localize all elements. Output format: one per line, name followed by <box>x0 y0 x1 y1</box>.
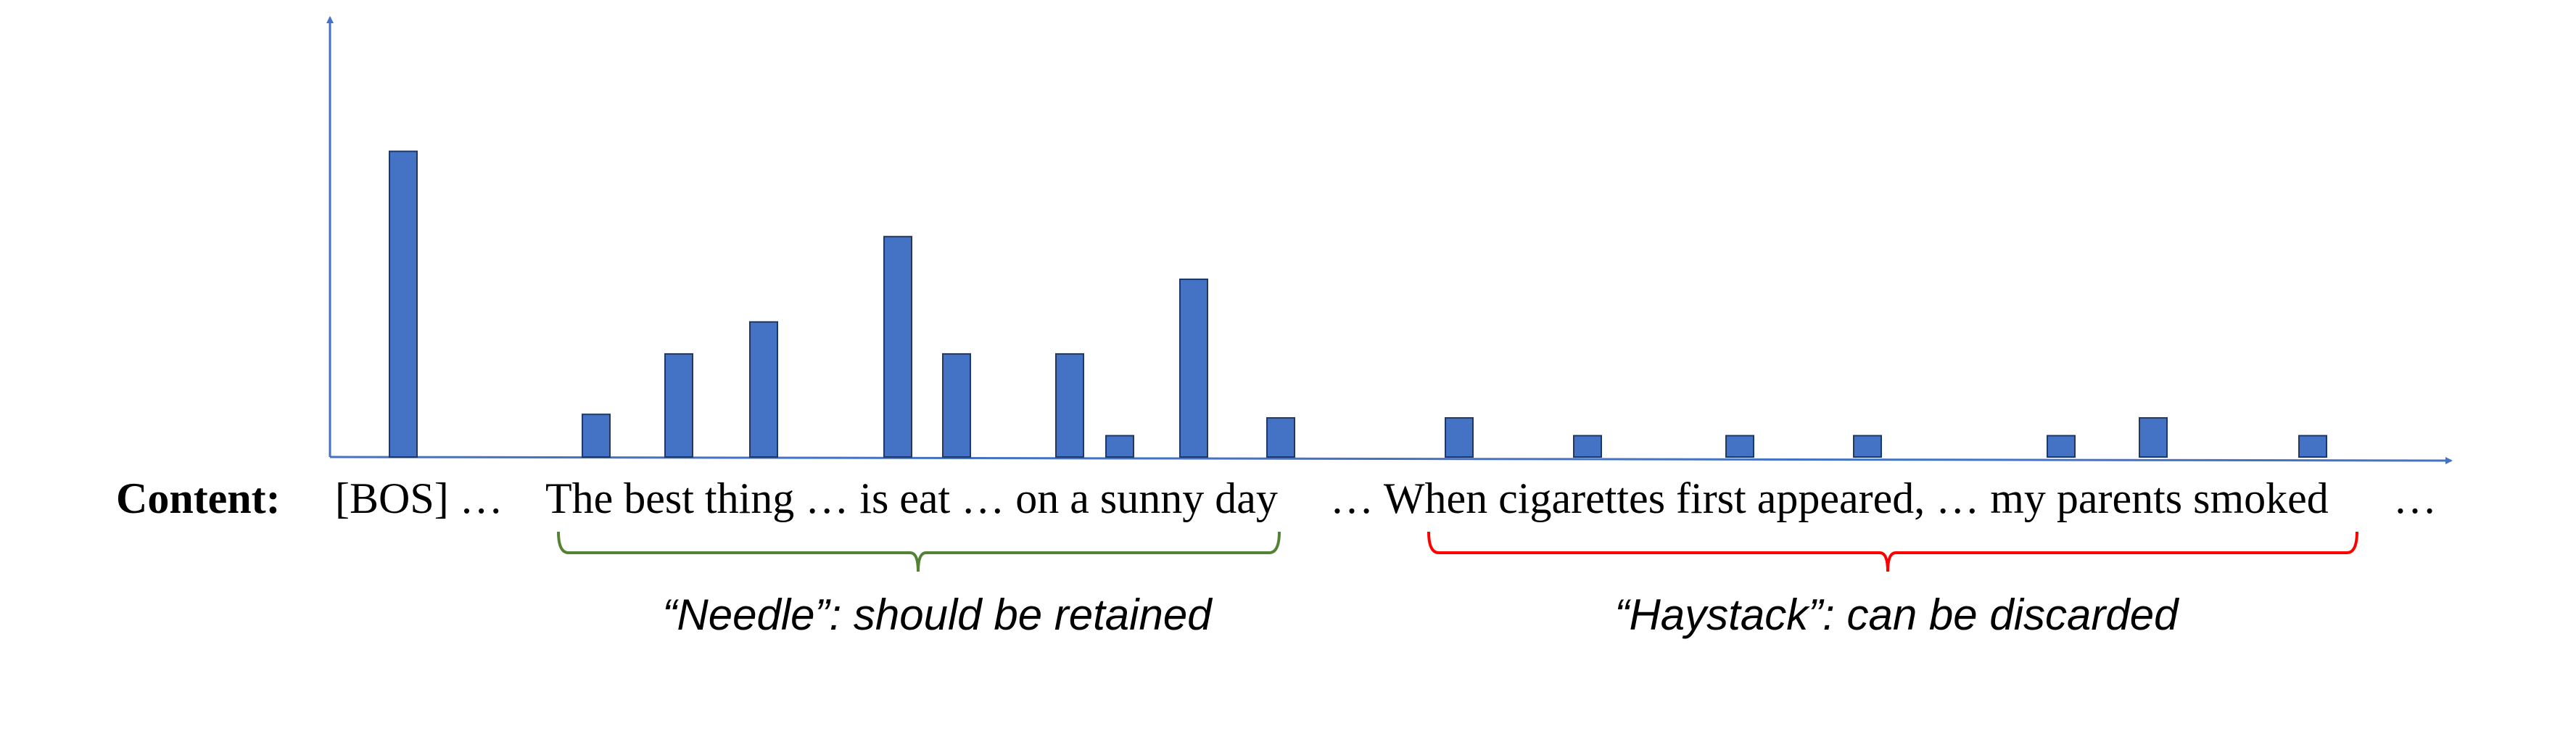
attention-bar-16 <box>2139 417 2168 458</box>
attention-bar-4 <box>749 321 778 458</box>
attention-bars <box>389 150 2327 458</box>
attention-bar-12 <box>1573 435 1602 458</box>
attention-bar-7 <box>1055 353 1084 458</box>
attention-bar-13 <box>1725 435 1754 458</box>
token-needle-text: The best thing … is eat … on a sunny day <box>545 474 1278 522</box>
content-label: Content: <box>116 474 281 522</box>
haystack-brace <box>1427 531 2358 572</box>
attention-bar-15 <box>2047 435 2076 458</box>
attention-bar-9 <box>1179 279 1208 458</box>
needle-brace <box>557 531 1281 572</box>
token-haystack-text: … When cigarettes first appeared, … my p… <box>1330 474 2329 522</box>
x-axis <box>329 456 2453 464</box>
haystack-label: “Haystack”: can be discarded <box>1614 590 2179 639</box>
attention-bar-17 <box>2298 435 2327 458</box>
attention-bar-8 <box>1105 435 1134 458</box>
attention-bar-14 <box>1853 435 1882 458</box>
attention-bar-10 <box>1266 417 1295 458</box>
attention-bar-6 <box>942 353 971 458</box>
attention-bar-5 <box>883 236 912 458</box>
needle-label: “Needle”: should be retained <box>662 590 1213 639</box>
attention-bar-11 <box>1445 417 1474 458</box>
token-ellipsis-end: … <box>2393 474 2437 522</box>
token-bos: [BOS] … <box>335 474 503 522</box>
attention-bar-2 <box>582 413 611 458</box>
attention-bar-3 <box>664 353 693 458</box>
attention-bar-1 <box>389 150 418 458</box>
